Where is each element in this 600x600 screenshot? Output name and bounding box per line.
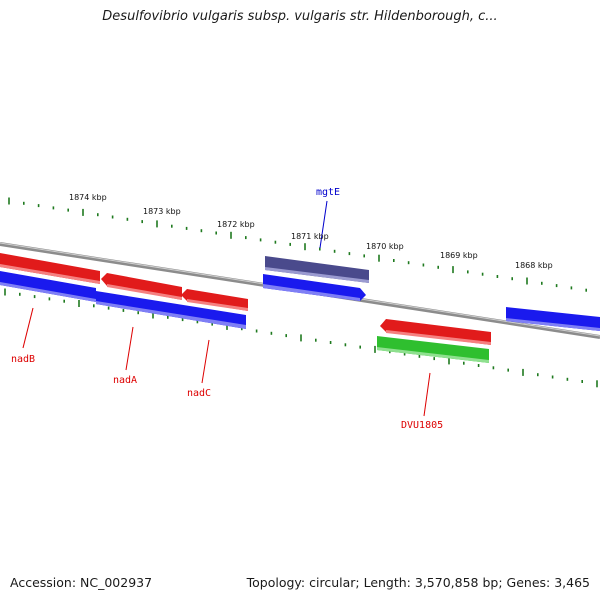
scale-label: 1869 kbp — [440, 251, 478, 260]
gene-nadC-forward-shade — [187, 299, 248, 311]
gene-nadA-forward[interactable] — [101, 273, 182, 300]
gene-DVU1805-forward[interactable] — [380, 319, 491, 345]
forward-strand-genes — [0, 253, 491, 345]
leader-mgtE — [319, 200, 328, 249]
gene-nadA-reverse-shade — [96, 301, 246, 329]
gene-nadB-forward[interactable] — [0, 253, 100, 284]
gene-nadA-forward-shade — [107, 284, 182, 300]
gene-nadB-reverse-shade — [0, 282, 96, 302]
gene-label-nadA[interactable]: nadA — [113, 375, 137, 386]
reverse-strand-genes — [0, 271, 600, 331]
gene-label-mgtE[interactable]: mgtE — [316, 187, 340, 198]
gene-nadB-reverse[interactable] — [0, 271, 96, 302]
inner-scale-ticks — [4, 288, 598, 388]
gene-mgtE-reverse-shade — [263, 284, 360, 301]
leader-DVU1805 — [423, 372, 431, 417]
scale-label: 1872 kbp — [217, 220, 255, 229]
gene-mgtE-reverse[interactable] — [263, 274, 366, 301]
scale-label: 1870 kbp — [366, 242, 404, 251]
scale-labels: 1874 kbp 1873 kbp 1872 kbp 1871 kbp 1870… — [69, 193, 553, 270]
gene-mgtE-rna-shade — [265, 267, 369, 283]
scale-label: 1868 kbp — [515, 261, 553, 270]
map-title: Desulfovibrio vulgaris subsp. vulgaris s… — [102, 9, 498, 24]
gene-nadB-forward-shade — [0, 264, 100, 284]
gene-label-DVU1805[interactable]: DVU1805 — [401, 420, 443, 431]
gene-right-reverse-shade — [506, 318, 600, 331]
gene-label-nadB[interactable]: nadB — [11, 354, 35, 365]
gene-labels: mgtE nadB nadA nadC DVU1805 — [11, 187, 443, 431]
leader-nadC — [201, 339, 210, 384]
leader-nadA — [125, 326, 134, 371]
gene-DVU1805-other-shade — [377, 347, 489, 363]
gene-nadC-forward[interactable] — [181, 289, 248, 311]
leader-nadB — [22, 307, 34, 349]
genome-summary-text: Topology: circular; Length: 3,570,858 bp… — [246, 575, 590, 590]
gene-right-reverse[interactable] — [506, 307, 600, 331]
accession-text: Accession: NC_002937 — [10, 575, 153, 590]
gene-mgtE-rna[interactable] — [265, 256, 369, 283]
scale-label: 1874 kbp — [69, 193, 107, 202]
gene-label-nadC[interactable]: nadC — [187, 388, 211, 399]
scale-label: 1873 kbp — [143, 207, 181, 216]
gene-DVU1805-forward-shade — [386, 330, 491, 345]
scale-label: 1871 kbp — [291, 232, 329, 241]
outer-scale-ticks — [8, 197, 588, 292]
gene-DVU1805-other[interactable] — [377, 336, 489, 363]
